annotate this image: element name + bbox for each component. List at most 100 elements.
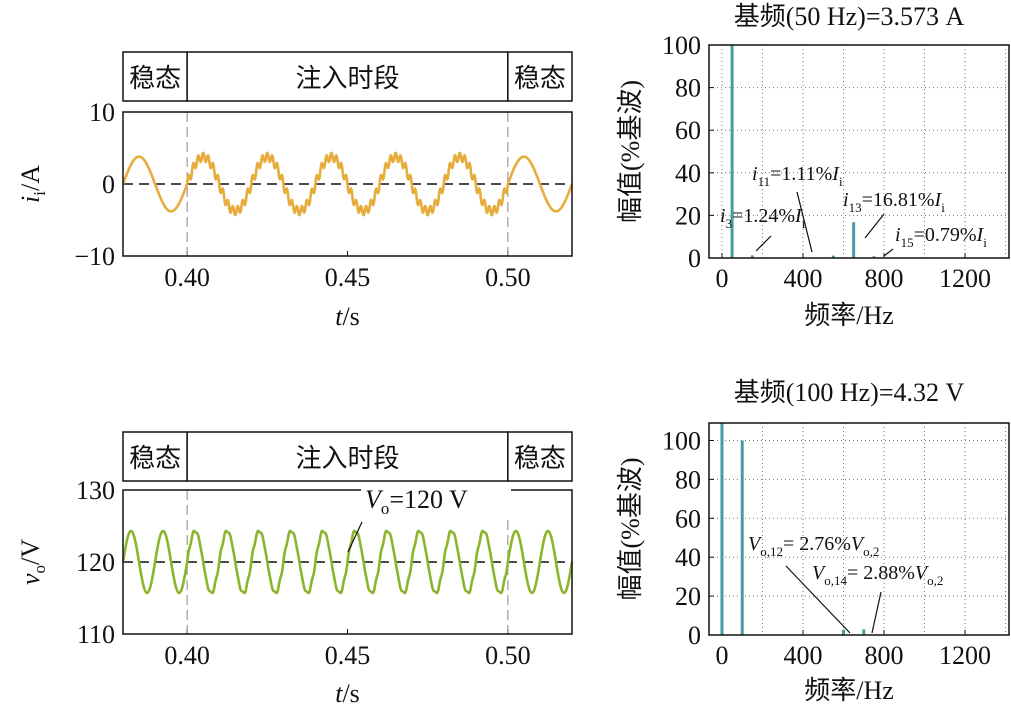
y-axis-label-part: /V — [16, 539, 45, 565]
annotation-pointer — [883, 248, 894, 257]
y-tick-label: 20 — [675, 201, 701, 230]
y-axis-label-part: /A — [16, 165, 45, 191]
y-axis-label-part: o — [30, 565, 49, 573]
annotation-part: = 2.88% — [847, 562, 915, 584]
annotation-part: i — [720, 205, 726, 227]
y-tick-label: 130 — [76, 476, 115, 505]
annotation-part: =16.81% — [862, 189, 935, 211]
annotation-part: o,2 — [863, 544, 879, 559]
bar — [872, 256, 876, 258]
annotation: i3=1.24%Ii — [720, 205, 806, 231]
x-tick-label: 0.50 — [485, 263, 531, 292]
annotation-part: i — [843, 189, 849, 211]
bar — [720, 423, 724, 635]
annotation-part: I — [794, 205, 803, 227]
chart-title: 基频(100 Hz)=4.32 V — [734, 378, 965, 407]
waveform — [121, 151, 574, 217]
y-tick-label: 20 — [675, 582, 701, 611]
y-axis-label-part: v — [16, 573, 45, 585]
x-tick-label: 0 — [715, 641, 728, 670]
bar — [852, 222, 856, 258]
y-axis-label: ii/A — [16, 165, 49, 203]
annotation-part: I — [831, 163, 840, 185]
annotation-pointer — [347, 521, 363, 553]
annotation-pointer — [864, 213, 885, 239]
annotation-part: V — [748, 533, 763, 555]
phase-cell — [507, 51, 573, 102]
waveform — [121, 529, 574, 595]
phase-label: 稳态 — [129, 444, 181, 474]
y-axis-label: 幅值(%基波) — [616, 80, 645, 223]
annotation-part: 15 — [901, 235, 914, 250]
annotation-part: i — [895, 224, 901, 246]
y-tick-label: 100 — [662, 31, 701, 60]
x-axis-label-part: t — [335, 302, 343, 331]
y-tick-label: 120 — [76, 548, 115, 577]
x-tick-label: 1200 — [939, 641, 991, 670]
annotation-part: =1.11% — [770, 163, 832, 185]
annotation-part: 11 — [758, 174, 771, 189]
annotation-part: 13 — [849, 200, 862, 215]
x-tick-label: 0 — [715, 264, 728, 293]
annotation: Vo=120 V — [365, 485, 468, 518]
y-tick-label: 80 — [675, 74, 701, 103]
annotation-pointer — [796, 191, 813, 253]
annotation-part: V — [915, 562, 930, 584]
phase-label: 注入时段 — [295, 444, 399, 474]
y-tick-label: 60 — [675, 116, 701, 145]
y-tick-label: 0 — [102, 170, 115, 199]
y-tick-label: 80 — [675, 465, 701, 494]
phase-label: 稳态 — [514, 444, 566, 474]
chart-title: 基频(50 Hz)=3.573 A — [734, 2, 965, 31]
y-tick-label: 0 — [688, 244, 701, 273]
plot-frame — [708, 422, 1010, 636]
annotation-part: i — [802, 216, 806, 231]
annotation-part: o — [381, 499, 389, 518]
y-tick-label: 40 — [675, 159, 701, 188]
annotation-part: 3 — [726, 216, 733, 231]
x-tick-label: 0.40 — [164, 263, 210, 292]
annotation: Vo,12= 2.76%Vo,2 — [748, 533, 879, 559]
annotation-part: =120 V — [389, 485, 468, 514]
x-axis-label: 频率/Hz — [804, 676, 894, 705]
x-tick-label: 0.50 — [485, 641, 531, 670]
x-tick-label: 0.45 — [325, 641, 371, 670]
x-tick-label: 0.45 — [325, 263, 371, 292]
x-axis-label-part: t — [335, 679, 343, 708]
x-axis-label: t/s — [335, 679, 360, 708]
annotation-part: i — [839, 174, 843, 189]
plot-frame — [122, 489, 573, 635]
y-tick-label: −10 — [74, 242, 115, 271]
annotation-bg — [361, 486, 511, 516]
annotation-part: V — [851, 533, 866, 555]
y-axis-label-part: i — [16, 196, 45, 203]
annotation-part: i — [983, 235, 987, 250]
annotation-part: i — [752, 163, 758, 185]
y-axis-label: vo/V — [16, 539, 49, 585]
bar — [740, 440, 744, 635]
y-tick-label: 100 — [662, 427, 701, 456]
annotation-pointer — [871, 591, 882, 634]
bar — [831, 255, 835, 258]
annotation-part: = 2.76% — [783, 533, 851, 555]
annotation-part: I — [934, 189, 943, 211]
annotation-part: o,2 — [927, 573, 943, 588]
y-tick-label: 40 — [675, 543, 701, 572]
y-axis-label-part: i — [30, 191, 49, 196]
bar — [730, 45, 734, 258]
annotation: i15=0.79%Ii — [895, 224, 987, 250]
phase-label: 稳态 — [514, 64, 566, 94]
plot-frame — [708, 44, 1010, 259]
annotation-part: o,14 — [824, 573, 847, 588]
bar — [842, 629, 846, 635]
annotation-part: V — [365, 485, 384, 514]
y-tick-label: 60 — [675, 504, 701, 533]
phase-cell — [507, 431, 573, 482]
annotation-pointer — [755, 235, 772, 252]
x-tick-label: 1200 — [939, 264, 991, 293]
x-axis-label-part: /s — [342, 679, 359, 708]
bar — [750, 255, 754, 258]
annotation-pointer — [785, 565, 851, 634]
x-axis-label: 频率/Hz — [804, 301, 894, 330]
